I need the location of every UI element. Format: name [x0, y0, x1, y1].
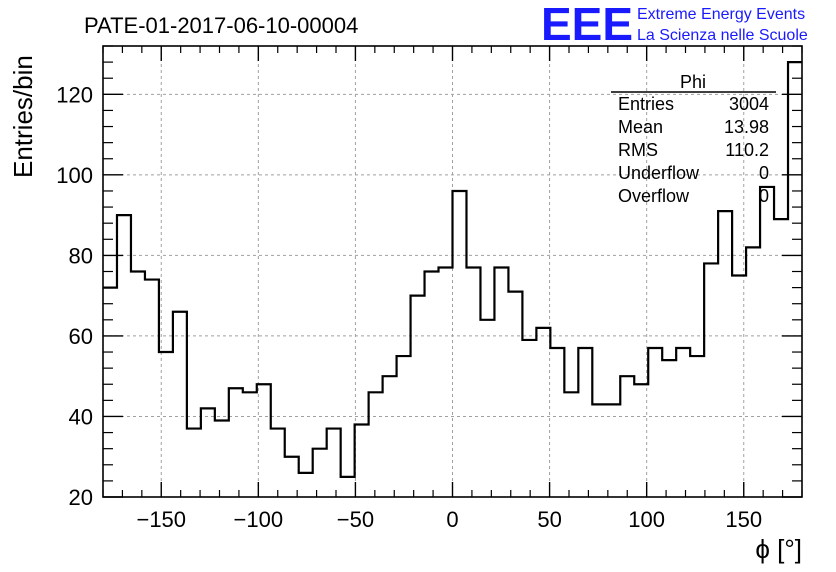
y-tick-label: 120	[56, 82, 93, 107]
x-tick-label: −50	[337, 507, 374, 532]
stats-label: Entries	[618, 94, 674, 114]
y-tick-label: 20	[69, 485, 93, 510]
stats-label: Overflow	[618, 186, 690, 206]
x-tick-label: 150	[725, 507, 762, 532]
stats-value: 0	[759, 186, 769, 206]
chart-title: PATE-01-2017-06-10-00004	[84, 13, 358, 38]
x-axis-label: ϕ [°]	[755, 534, 802, 564]
eee-logo-mark: EEE	[541, 0, 633, 50]
x-tick-label: −100	[234, 507, 284, 532]
y-tick-label: 80	[69, 243, 93, 268]
grid-lines	[103, 46, 802, 497]
x-tick-label: 0	[446, 507, 458, 532]
x-tick-label: 50	[537, 507, 561, 532]
x-tick-label: −150	[136, 507, 186, 532]
y-tick-label: 100	[56, 163, 93, 188]
logo-line-1: Extreme Energy Events	[637, 6, 805, 23]
stats-box: Phi Entries 3004 Mean 13.98 RMS 110.2 Underflo…	[611, 72, 776, 206]
y-axis-label: Entries/bin	[8, 55, 38, 178]
stats-value: 0	[759, 163, 769, 183]
y-tick-label: 60	[69, 324, 93, 349]
stats-box-title: Phi	[680, 72, 706, 92]
stats-value: 3004	[729, 94, 769, 114]
stats-label: RMS	[618, 140, 658, 160]
x-tick-label: 100	[628, 507, 665, 532]
histogram-outline	[103, 61, 802, 478]
stats-value: 110.2	[725, 140, 769, 160]
stats-value: 13.98	[724, 117, 769, 137]
logo-line-2: La Scienza nelle Scuole	[637, 27, 808, 44]
eee-logo: EEE Extreme Energy Events La Scienza nel…	[541, 0, 808, 50]
stats-label: Mean	[618, 117, 663, 137]
axis-ticks	[102, 45, 803, 498]
stats-label: Underflow	[618, 163, 700, 183]
y-tick-label: 40	[69, 404, 93, 429]
